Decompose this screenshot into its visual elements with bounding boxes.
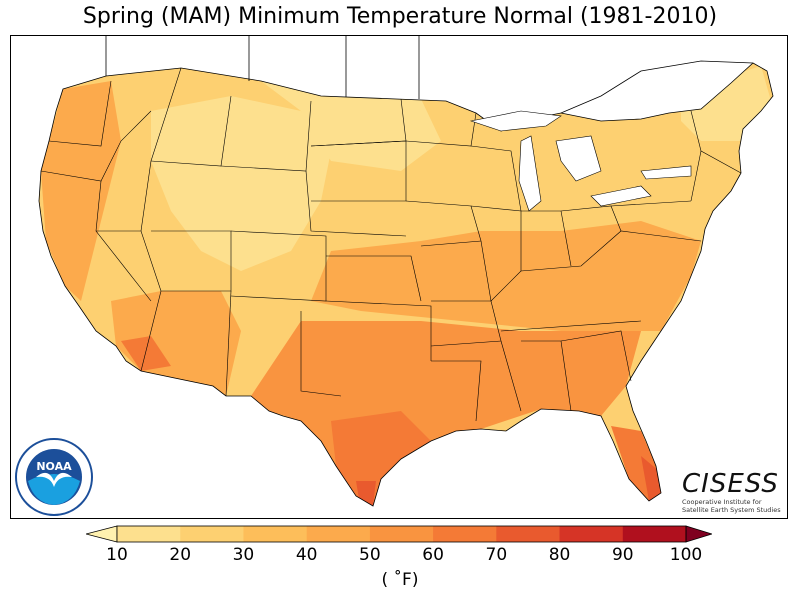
cisess-subtitle-line-1: Cooperative Institute for bbox=[682, 498, 762, 506]
colorbar-segment bbox=[622, 526, 687, 542]
map-panel bbox=[10, 35, 788, 519]
colorbar-tick-label: 70 bbox=[485, 545, 508, 565]
cisess-subtitle-line-2: Satellite Earth System Studies bbox=[682, 506, 781, 514]
colorbar-tick-label: 40 bbox=[295, 545, 318, 565]
great-lakes bbox=[469, 110, 692, 212]
colorbar-tick-label: 100 bbox=[669, 545, 703, 565]
colorbar-tick-label: 20 bbox=[169, 545, 192, 565]
colorbar-tick-label: 50 bbox=[359, 545, 381, 565]
colorbar-tick-label: 60 bbox=[422, 545, 444, 565]
colorbar-segment bbox=[243, 526, 308, 542]
colorbar-tick-label: 10 bbox=[106, 545, 128, 565]
colorbar-extend-low bbox=[85, 525, 118, 543]
us-outline bbox=[38, 62, 774, 507]
colorbar-segment bbox=[433, 526, 497, 542]
state-borders bbox=[40, 67, 742, 422]
colorbar-segment bbox=[369, 526, 434, 542]
cisess-logo: CISESS Cooperative Institute for Satelli… bbox=[682, 470, 782, 514]
colorbar-tick-label: 30 bbox=[232, 545, 255, 565]
temperature-field bbox=[39, 63, 773, 506]
cisess-logo-text: CISESS bbox=[682, 469, 779, 499]
map-title: Spring (MAM) Minimum Temperature Normal … bbox=[82, 4, 718, 29]
colorbar-segment bbox=[306, 526, 371, 542]
us-temperature-map bbox=[38, 36, 774, 507]
colorbar-segment bbox=[496, 526, 561, 542]
noaa-logo-text: NOAA bbox=[36, 460, 72, 473]
colorbar-segment bbox=[559, 526, 624, 542]
colorbar-tick-label: 80 bbox=[548, 545, 571, 565]
noaa-logo: NOAA bbox=[14, 437, 94, 517]
colorbar bbox=[85, 524, 714, 564]
colorbar-tick-label: 90 bbox=[611, 545, 634, 565]
colorbar-frame bbox=[116, 525, 687, 543]
canada-border bbox=[105, 36, 754, 114]
colorbar-segment bbox=[117, 526, 181, 542]
colorbar-svg bbox=[85, 525, 714, 543]
colorbar-extend-high bbox=[685, 525, 714, 543]
colorbar-segment bbox=[180, 526, 244, 542]
colorbar-unit-label: ( ˚F) bbox=[381, 570, 419, 590]
